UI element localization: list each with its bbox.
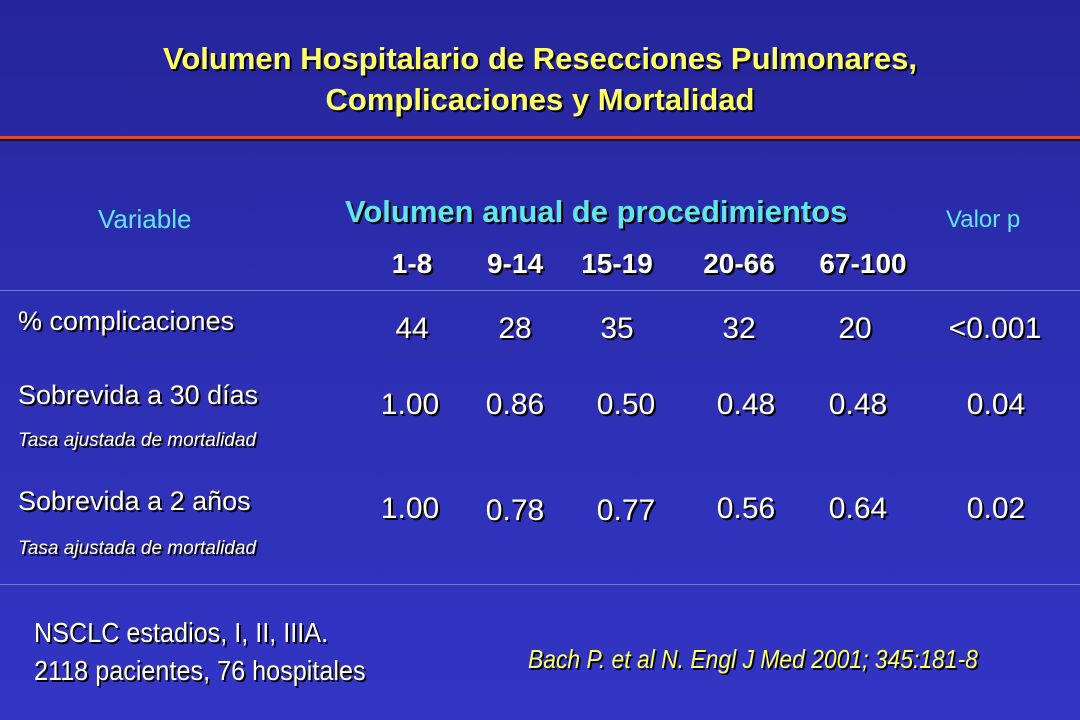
citation: Bach P. et al N. Engl J Med 2001; 345:18…	[528, 644, 978, 674]
table-cell: 28	[498, 312, 532, 345]
study-note-line-2: 2118 pacientes, 76 hospitales	[34, 655, 366, 686]
table-bottom-separator	[0, 584, 1080, 585]
row-label: Sobrevida a 30 días	[18, 380, 259, 410]
title-divider-shadow	[0, 139, 1080, 141]
column-header: 15-19	[581, 248, 653, 279]
column-header: 67-100	[819, 248, 907, 279]
table-header-separator	[0, 290, 1080, 291]
table-cell: 0.86	[485, 388, 545, 421]
p-value-header: Valor p	[946, 206, 1021, 233]
variable-header: Variable	[98, 204, 192, 234]
row-label: Sobrevida a 2 años	[18, 486, 251, 516]
p-value-cell: <0.001	[948, 312, 1042, 345]
table-cell: 1.00	[380, 388, 440, 421]
column-header: 20-66	[703, 248, 775, 279]
study-note-line-1: NSCLC estadios, I, II, IIIA.	[34, 617, 329, 648]
row-sublabel: Tasa ajustada de mortalidad	[18, 538, 257, 559]
slide-title-line-2: Complicaciones y Mortalidad	[325, 82, 755, 117]
table-cell: 44	[395, 312, 429, 345]
p-value-cell: 0.04	[966, 388, 1026, 421]
table-cell: 0.48	[716, 388, 776, 421]
table-cell: 0.56	[716, 492, 776, 525]
p-value-cell: 0.02	[966, 492, 1026, 525]
table-cell: 32	[722, 312, 756, 345]
table-cell: 1.00	[380, 492, 440, 525]
column-header: 1-8	[391, 248, 433, 279]
table-cell: 0.48	[828, 388, 888, 421]
table-cell: 0.78	[485, 494, 545, 527]
row-label: % complicaciones	[18, 306, 235, 336]
table-cell: 0.64	[828, 492, 888, 525]
table-cell: 0.50	[596, 388, 656, 421]
column-header: 9-14	[486, 248, 544, 279]
row-sublabel: Tasa ajustada de mortalidad	[18, 430, 257, 451]
title-divider	[0, 136, 1080, 139]
table-cell: 20	[838, 312, 872, 345]
table-cell: 0.77	[596, 494, 656, 527]
table-cell: 35	[600, 312, 634, 345]
slide-title: Volumen Hospitalario de Resecciones Pulm…	[0, 38, 1080, 120]
volume-header: Volumen anual de procedimientos	[345, 194, 848, 229]
study-note: NSCLC estadios, I, II, IIIA. 2118 pacien…	[34, 614, 366, 690]
slide-title-line-1: Volumen Hospitalario de Resecciones Pulm…	[163, 41, 917, 76]
